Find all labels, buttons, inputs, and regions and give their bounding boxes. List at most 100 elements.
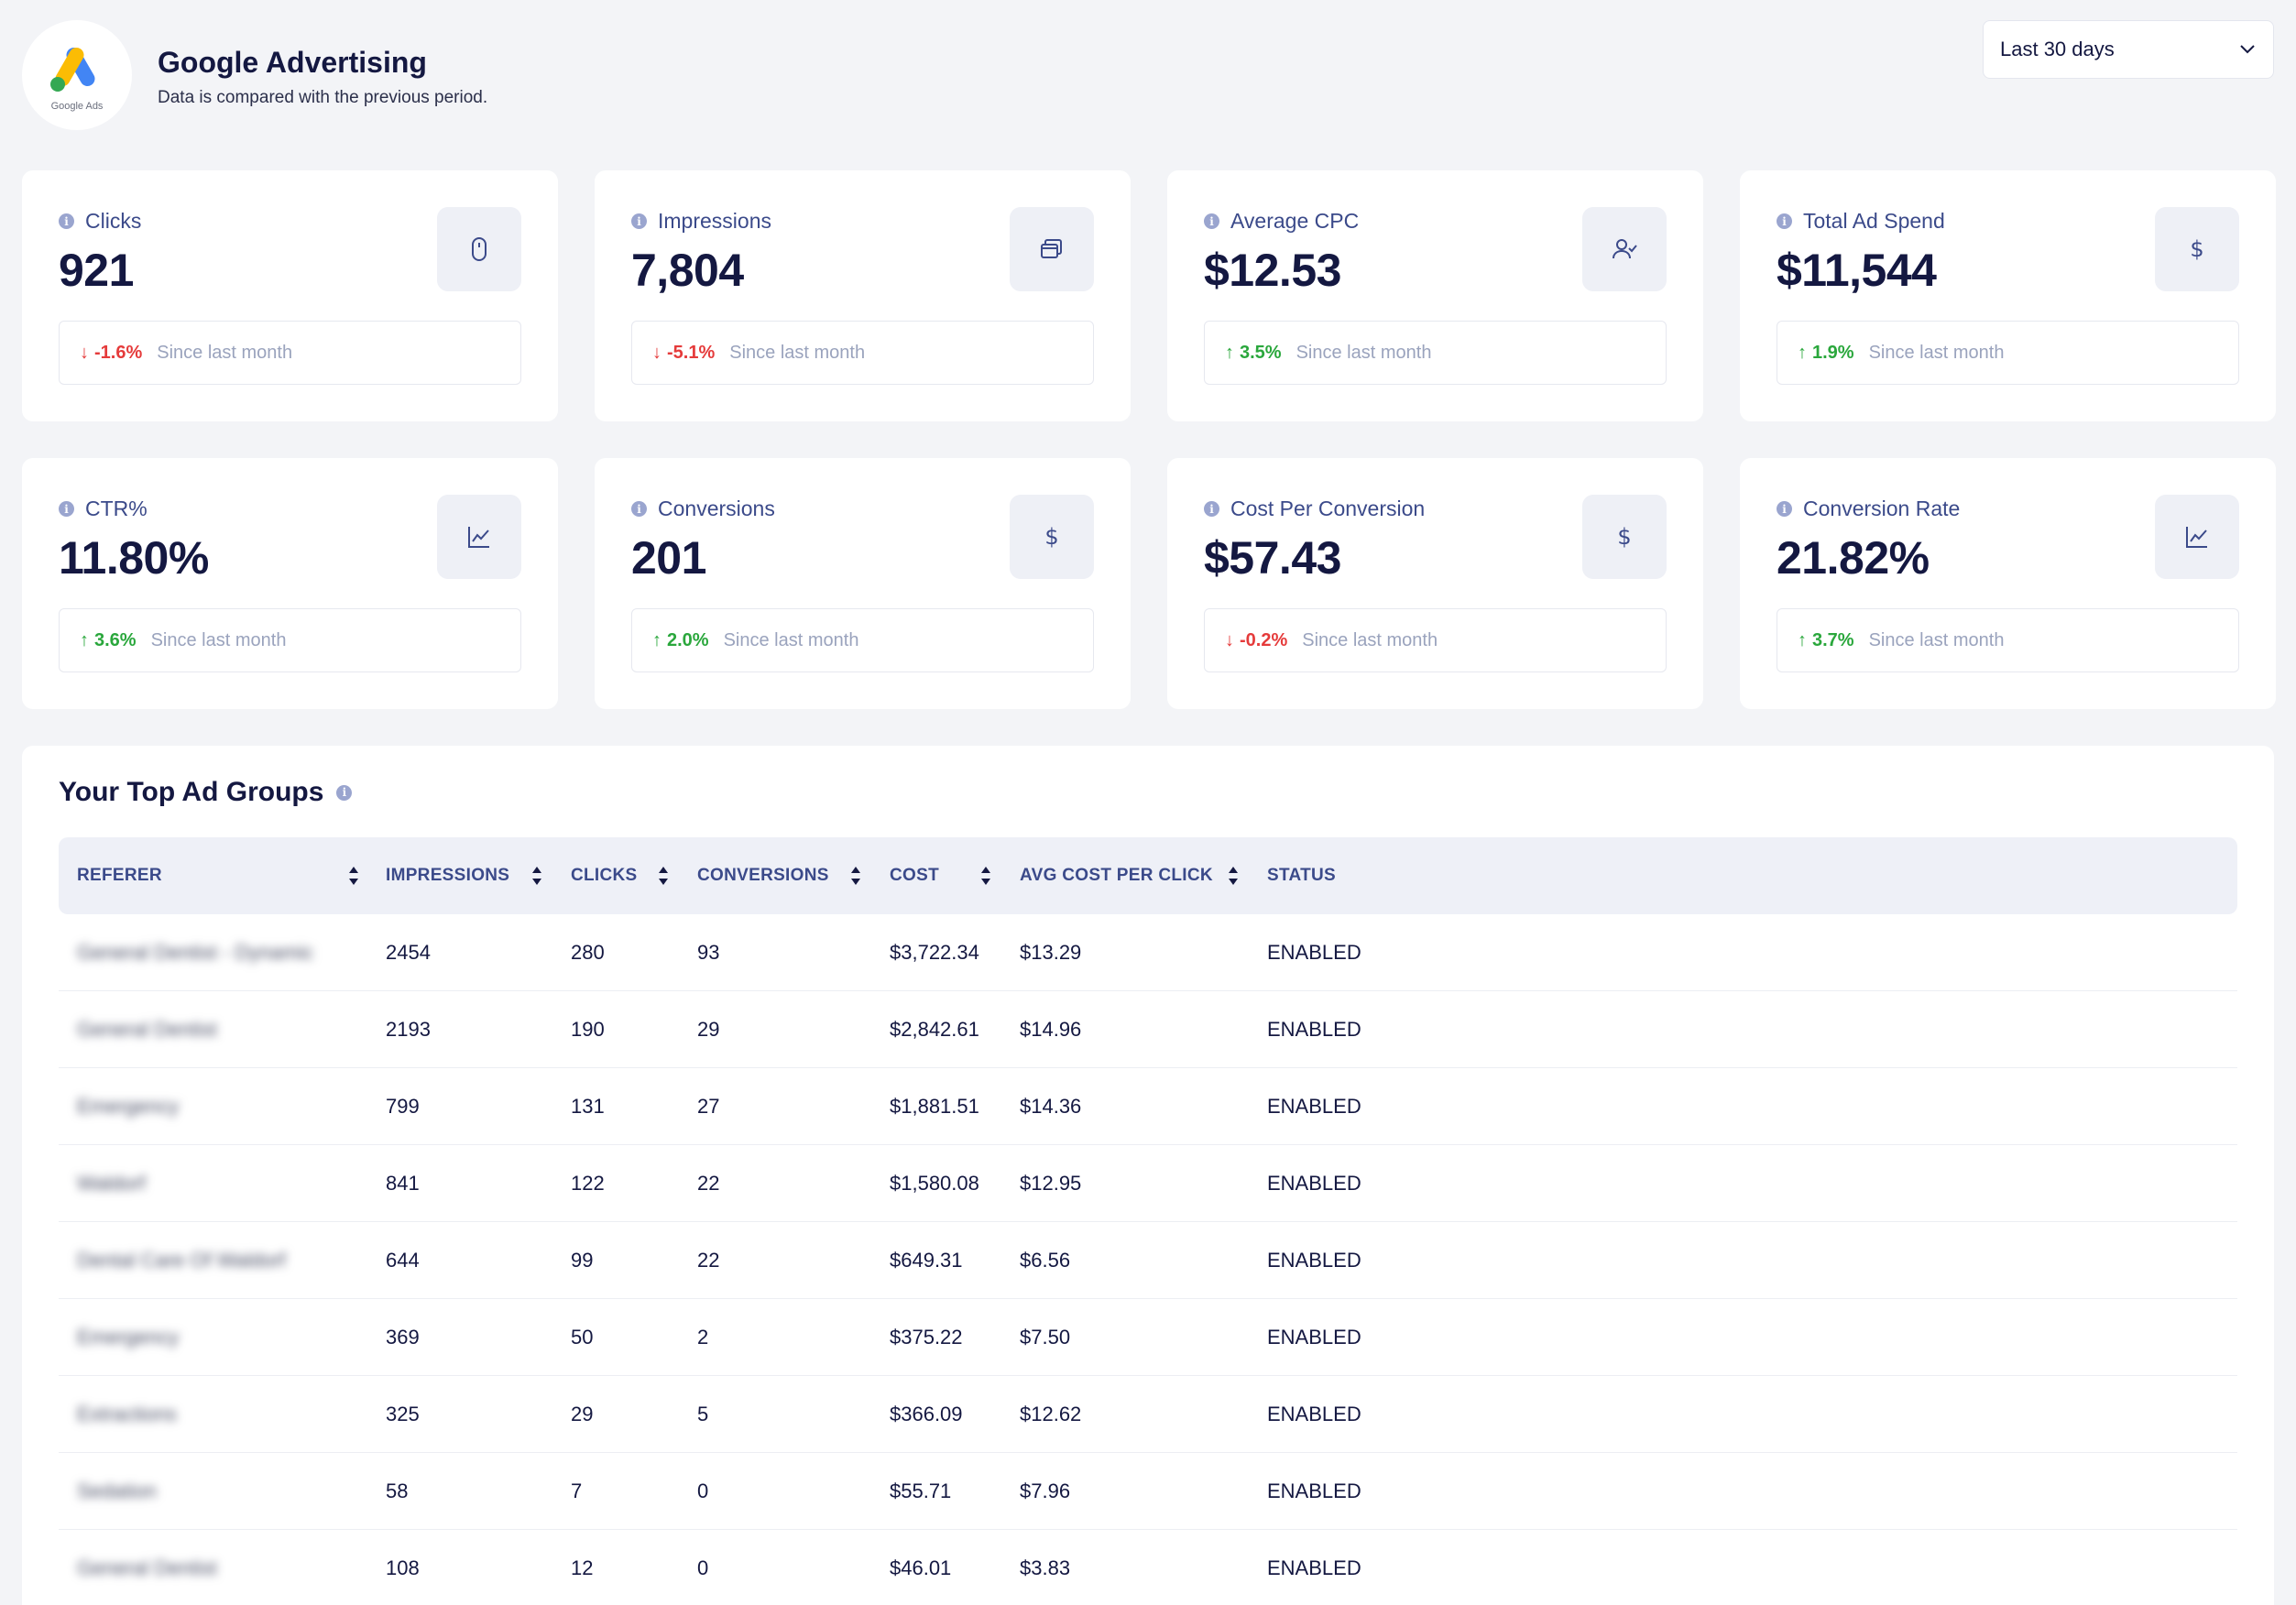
date-range-select[interactable]: Last 30 days: [1983, 20, 2274, 79]
since-label: Since last month: [150, 629, 287, 650]
table-row[interactable]: Extractions 325 29 5 $366.09 $12.62 ENABLED: [59, 1376, 2237, 1453]
cell-avg-cost-per-click: $12.95: [1020, 1172, 1082, 1195]
metric-delta-value: 3.6%: [94, 629, 137, 650]
sort-icon[interactable]: [849, 863, 862, 889]
table-row[interactable]: Waldorf 841 122 22 $1,580.08 $12.95 ENABLED: [59, 1145, 2237, 1222]
sort-icon[interactable]: [1227, 863, 1240, 889]
info-icon[interactable]: i: [1777, 501, 1792, 517]
cell-conversions: 22: [697, 1249, 720, 1272]
cell-cost: $649.31: [890, 1249, 963, 1272]
metric-delta-value: 3.5%: [1240, 342, 1282, 363]
dollar-icon: $: [1582, 495, 1667, 579]
table-body: General Dentist - Dynamic 2454 280 93 $3,722…: [59, 914, 2237, 1605]
metric-label: i Average CPC: [1204, 209, 1359, 234]
page-title: Google Advertising: [158, 46, 427, 79]
cell-referer: Waldorf: [77, 1172, 146, 1195]
table-row[interactable]: Dental Care Of Waldorf 644 99 22 $649.31 $6.5…: [59, 1222, 2237, 1299]
cell-clicks: 280: [571, 941, 605, 964]
cell-conversions: 0: [697, 1556, 709, 1579]
column-header-conversions[interactable]: CONVERSIONS: [697, 866, 829, 885]
info-icon[interactable]: i: [1204, 213, 1219, 229]
metric-card-cost-per-conversion: i Cost Per Conversion $57.43 $ ↓ -0.2% Since l…: [1167, 458, 1703, 709]
table-row[interactable]: Emergency 369 50 2 $375.22 $7.50 ENABLED: [59, 1299, 2237, 1376]
metric-change: ↓ -0.2% Since last month: [1204, 608, 1667, 672]
sort-icon[interactable]: [347, 863, 360, 889]
sort-icon[interactable]: [657, 863, 670, 889]
page-header: Google Ads Google Advertising Data is co…: [22, 20, 2274, 130]
metric-delta: ↑ 3.7%: [1798, 630, 1854, 651]
windows-icon: [1010, 207, 1094, 291]
metric-delta: ↓ -1.6%: [80, 343, 142, 364]
info-icon[interactable]: i: [631, 501, 647, 517]
metric-cards: i Clicks 921 ↓ -1.6% Since last month i Impress…: [22, 170, 2276, 709]
column-header-status[interactable]: STATUS: [1267, 866, 1336, 885]
cell-clicks: 131: [571, 1095, 605, 1118]
dollar-icon: $: [2155, 207, 2239, 291]
metric-label: i Cost Per Conversion: [1204, 497, 1425, 521]
metric-label-text: Impressions: [658, 209, 771, 233]
metric-label: i Clicks: [59, 209, 141, 234]
cell-status: ENABLED: [1267, 1403, 1361, 1425]
since-label: Since last month: [729, 342, 866, 363]
metric-card-clicks: i Clicks 921 ↓ -1.6% Since last month: [22, 170, 558, 421]
column-header-impressions[interactable]: IMPRESSIONS: [386, 866, 510, 885]
cell-conversions: 0: [697, 1479, 709, 1502]
metric-value: 11.80%: [59, 532, 209, 584]
metric-label: i CTR%: [59, 497, 148, 521]
column-header-cost[interactable]: COST: [890, 866, 939, 885]
metric-change: ↑ 1.9% Since last month: [1777, 321, 2239, 385]
info-icon[interactable]: i: [59, 213, 74, 229]
cell-avg-cost-per-click: $7.96: [1020, 1479, 1071, 1502]
metric-delta-value: 3.7%: [1812, 629, 1854, 650]
cell-referer: Emergency: [77, 1326, 180, 1348]
cell-status: ENABLED: [1267, 1249, 1361, 1272]
sort-icon[interactable]: [530, 863, 543, 889]
table-row[interactable]: Sedation 58 7 0 $55.71 $7.96 ENABLED: [59, 1453, 2237, 1530]
arrow-up-icon: ↑: [1225, 342, 1234, 363]
cell-conversions: 22: [697, 1172, 720, 1195]
table-row[interactable]: General Dentist 108 12 0 $46.01 $3.83 ENABLED: [59, 1530, 2237, 1605]
cell-status: ENABLED: [1267, 1479, 1361, 1502]
table-row[interactable]: General Dentist 2193 190 29 $2,842.61 $14.96 E…: [59, 991, 2237, 1068]
metric-change: ↑ 3.6% Since last month: [59, 608, 521, 672]
table-title: Your Top Ad Groups i: [59, 777, 353, 808]
cell-conversions: 93: [697, 941, 720, 964]
info-icon[interactable]: i: [336, 784, 353, 801]
metric-delta: ↑ 2.0%: [652, 630, 709, 651]
cell-clicks: 12: [571, 1556, 594, 1579]
metric-value: 921: [59, 245, 134, 296]
info-icon[interactable]: i: [1204, 501, 1219, 517]
cell-referer: Dental Care Of Waldorf: [77, 1249, 286, 1272]
info-icon[interactable]: i: [631, 213, 647, 229]
metric-change: ↓ -1.6% Since last month: [59, 321, 521, 385]
table-row[interactable]: General Dentist - Dynamic 2454 280 93 $3,722…: [59, 914, 2237, 991]
column-header-avg-cost-per-click[interactable]: AVG COST PER CLICK: [1020, 866, 1213, 885]
cell-status: ENABLED: [1267, 1556, 1361, 1579]
cell-clicks: 190: [571, 1018, 605, 1041]
column-header-clicks[interactable]: CLICKS: [571, 866, 638, 885]
cell-impressions: 841: [386, 1172, 420, 1195]
info-icon[interactable]: i: [1777, 213, 1792, 229]
cell-cost: $1,881.51: [890, 1095, 979, 1118]
google-ads-logo: Google Ads: [22, 20, 132, 130]
svg-text:$: $: [2190, 236, 2203, 262]
cell-clicks: 99: [571, 1249, 594, 1272]
top-ad-groups-panel: Your Top Ad Groups i REFERER IMPRESSIONS C…: [22, 746, 2274, 1605]
column-header-referer[interactable]: REFERER: [77, 866, 162, 885]
cell-clicks: 50: [571, 1326, 594, 1348]
metric-change: ↑ 3.7% Since last month: [1777, 608, 2239, 672]
metric-label: i Conversion Rate: [1777, 497, 1960, 521]
sort-icon[interactable]: [979, 863, 992, 889]
table-row[interactable]: Emergency 799 131 27 $1,881.51 $14.36 ENABLED: [59, 1068, 2237, 1145]
metric-value: $12.53: [1204, 245, 1341, 296]
arrow-up-icon: ↑: [80, 629, 89, 650]
since-label: Since last month: [157, 342, 293, 363]
since-label: Since last month: [1302, 629, 1438, 650]
chart-icon: [2155, 495, 2239, 579]
metric-label-text: Conversions: [658, 497, 775, 520]
metric-delta-value: -0.2%: [1240, 629, 1288, 650]
info-icon[interactable]: i: [59, 501, 74, 517]
since-label: Since last month: [1868, 629, 2005, 650]
arrow-up-icon: ↑: [1798, 342, 1807, 363]
svg-text:$: $: [1617, 524, 1631, 550]
